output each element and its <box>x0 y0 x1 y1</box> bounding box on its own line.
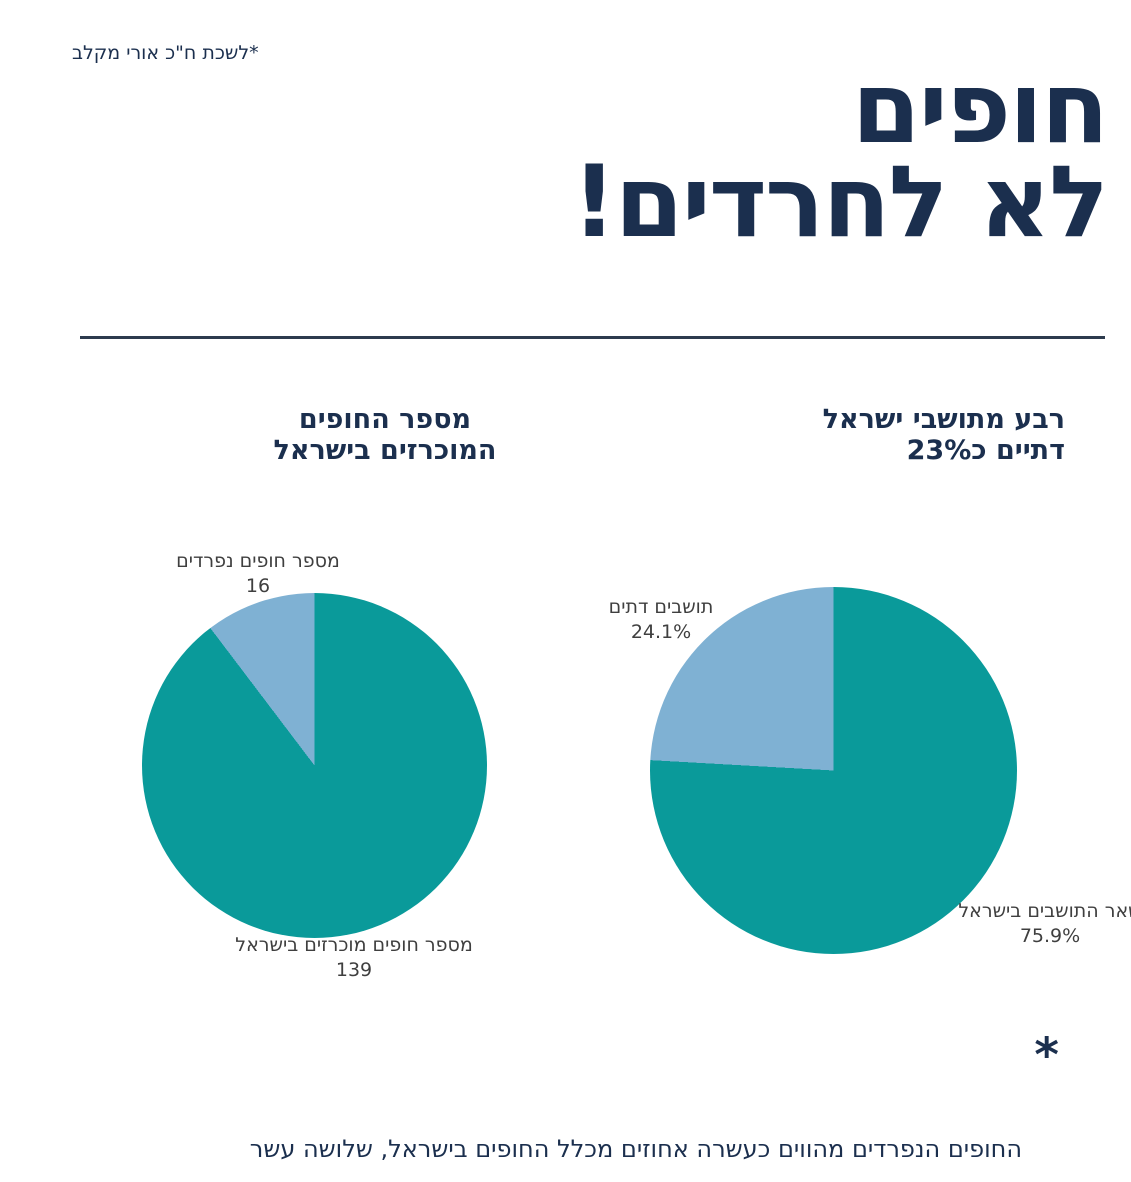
page-title-line2: לא לחרדים! <box>571 145 1109 261</box>
slice-label-separate-beaches: מספר חופים נפרדים 16 <box>148 549 368 599</box>
pie-chart-religious-residents <box>650 587 1017 954</box>
slice-value: 75.9% <box>1019 925 1081 948</box>
attribution-note: *לשכת ח"כ אורי מקלב <box>72 42 259 64</box>
page-title-line1: חופים <box>851 51 1109 166</box>
right-chart-title: רבע מתושבי ישראל דתיים כ23% <box>823 404 1065 466</box>
footnote-line1: החופים הנפרדים מהווים כעשרה אחוזים מכלל … <box>249 1135 1022 1163</box>
slice-value: 24.1% <box>630 621 692 644</box>
left-chart-title: מספר החופים המוכרזים בישראל <box>245 404 525 466</box>
slice-label-other-residents: שאר התושבים בישראל 75.9% <box>950 899 1131 949</box>
slice-label-text: תושבים דתים <box>608 596 714 618</box>
footnote: * החופים הנפרדים מהווים כעשרה אחוזים מכל… <box>249 1032 1059 1182</box>
page-title: חופים לא לחרדים! <box>571 51 1109 261</box>
divider-line <box>80 336 1105 339</box>
slice-label-religious-residents: תושבים דתים 24.1% <box>576 595 746 645</box>
left-chart-title-line2: המוכרזים בישראל <box>273 435 497 467</box>
slice-label-text: שאר התושבים בישראל <box>958 900 1131 922</box>
right-chart-title-line2: דתיים כ23% <box>906 435 1065 467</box>
left-chart-title-line1: מספר החופים <box>298 404 472 435</box>
footnote-asterisk: * <box>1034 1028 1059 1083</box>
pie-chart-declared-beaches <box>142 593 487 938</box>
slice-label-text: מספר חופים מוכרזים בישראל <box>235 934 473 956</box>
slice-value: 16 <box>245 575 271 598</box>
slice-value: 139 <box>335 959 373 982</box>
slice-label-text: מספר חופים נפרדים <box>176 550 340 572</box>
right-chart-title-line1: רבע מתושבי ישראל <box>822 404 1065 435</box>
slice-label-declared-beaches: מספר חופים מוכרזים בישראל 139 <box>230 933 478 983</box>
